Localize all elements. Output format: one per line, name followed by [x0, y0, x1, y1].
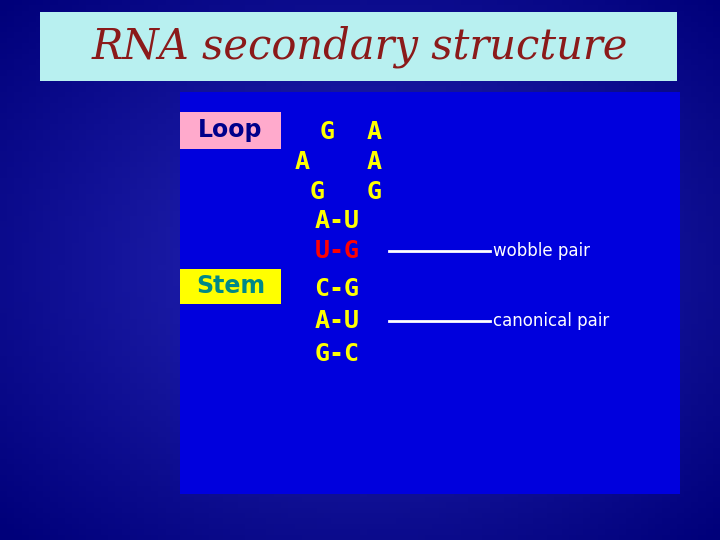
Text: A-U: A-U — [315, 210, 359, 233]
Text: wobble pair: wobble pair — [493, 242, 590, 260]
Text: G: G — [310, 180, 324, 204]
FancyBboxPatch shape — [40, 12, 677, 81]
Text: Stem: Stem — [196, 274, 265, 299]
FancyBboxPatch shape — [180, 269, 281, 304]
Text: C-G: C-G — [315, 277, 359, 301]
Text: A: A — [367, 150, 382, 174]
Text: A-U: A-U — [315, 309, 359, 333]
Text: G: G — [320, 120, 335, 144]
Text: A: A — [295, 150, 310, 174]
Text: Loop: Loop — [198, 118, 263, 142]
FancyBboxPatch shape — [180, 92, 680, 494]
Text: G: G — [367, 180, 382, 204]
Text: canonical pair: canonical pair — [493, 312, 609, 330]
Text: G-C: G-C — [315, 342, 359, 366]
Text: RNA secondary structure: RNA secondary structure — [92, 25, 628, 68]
FancyBboxPatch shape — [180, 112, 281, 149]
Text: U-G: U-G — [315, 239, 359, 263]
Text: A: A — [367, 120, 382, 144]
